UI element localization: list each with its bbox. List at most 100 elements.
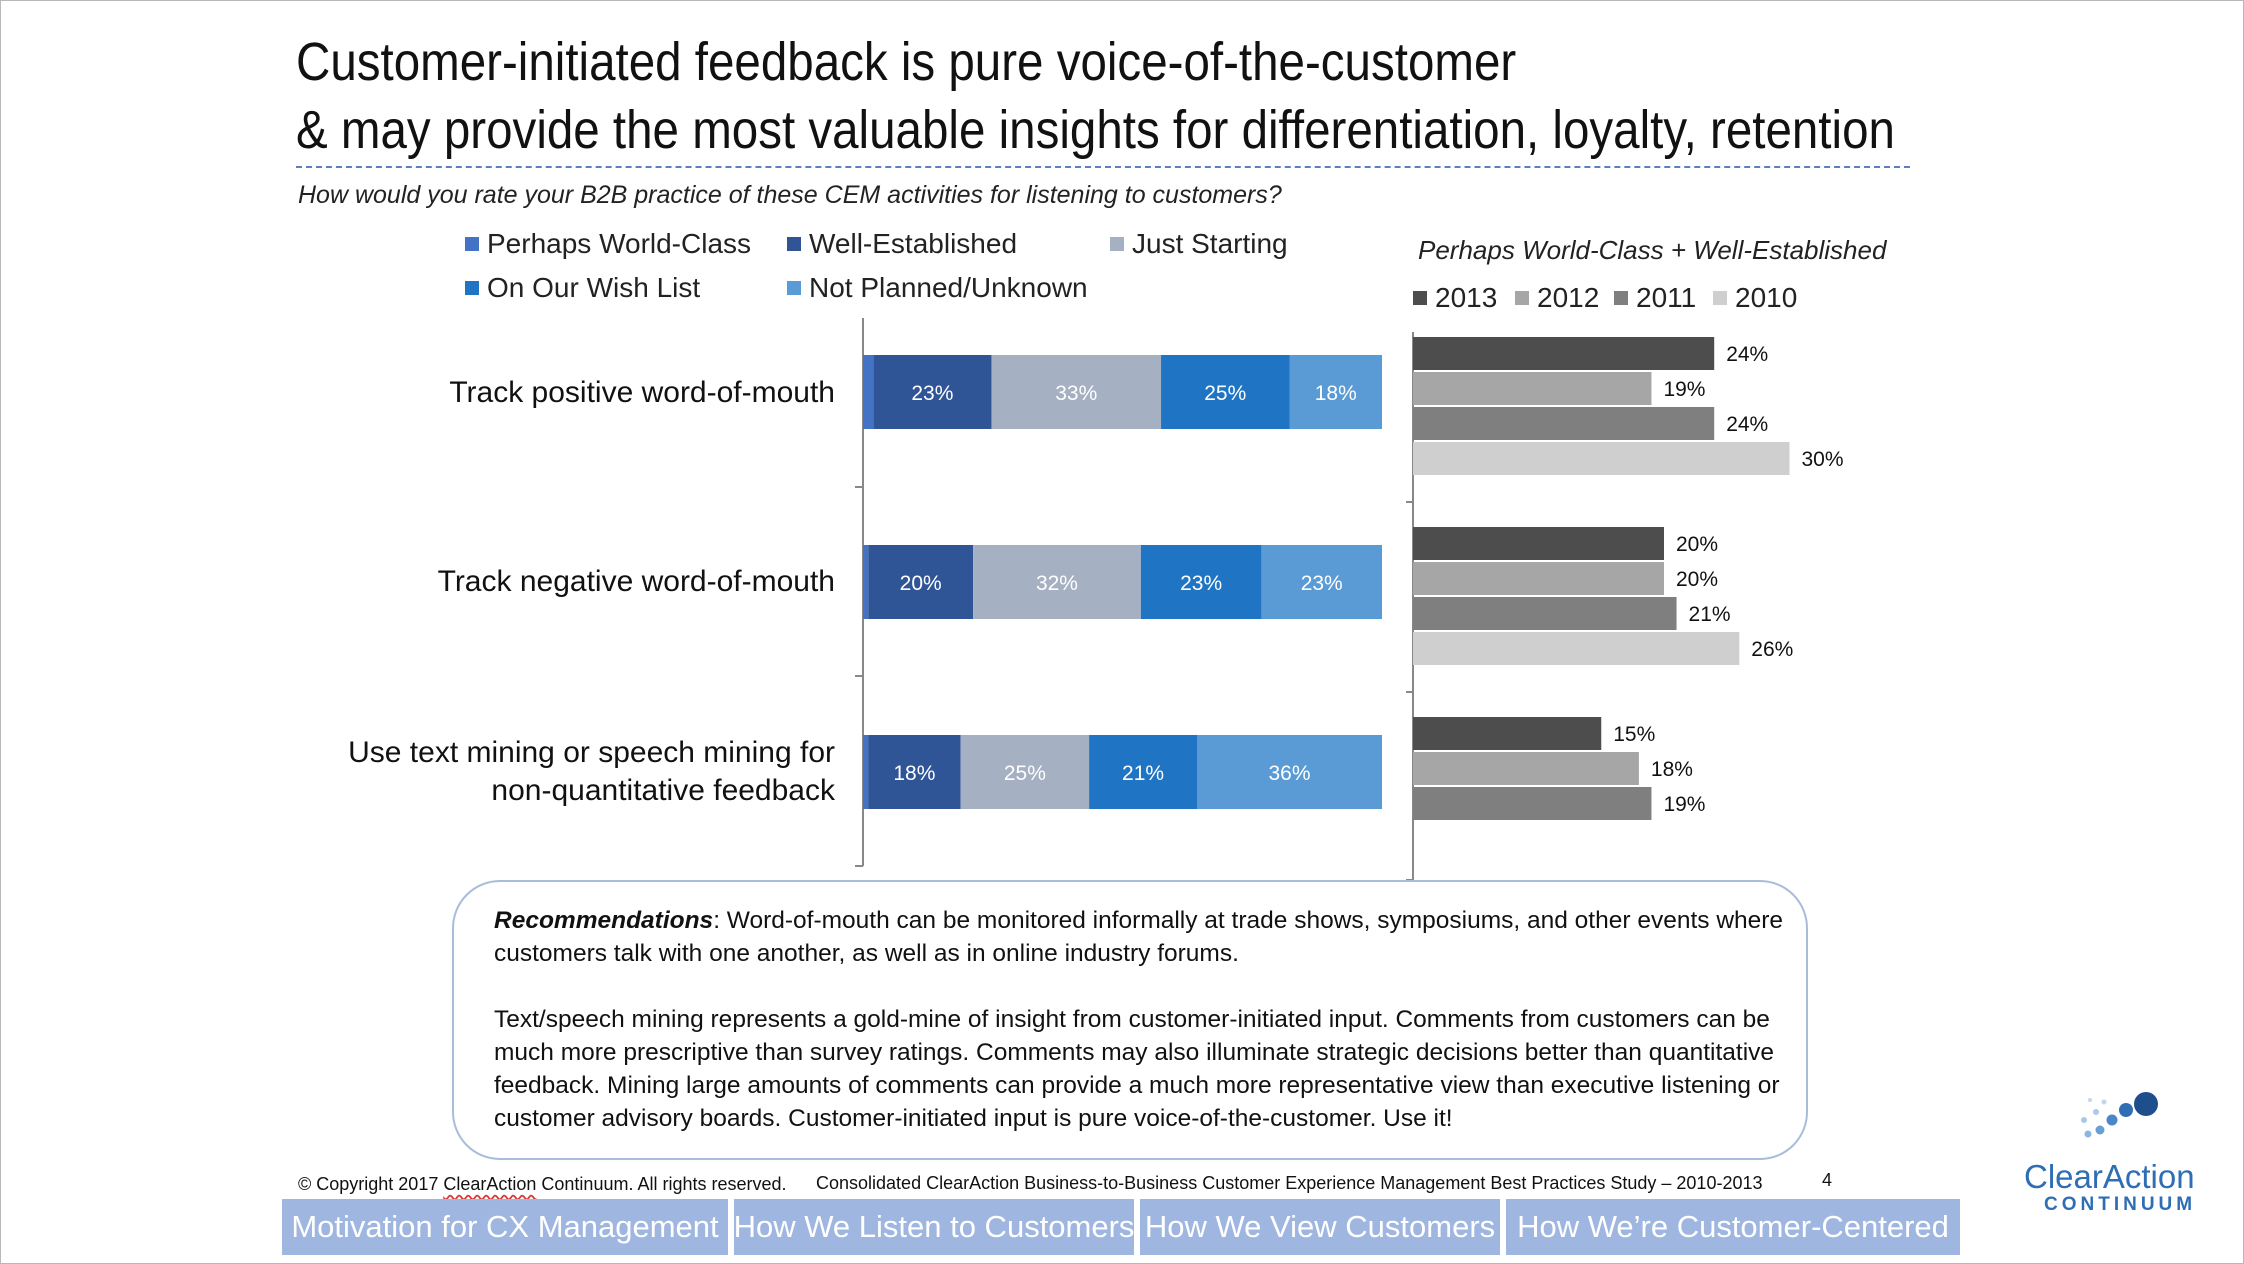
- recommendations-box: [452, 880, 1808, 1160]
- legend-item-2013: 2013: [1413, 282, 1497, 314]
- legend-label: 2010: [1735, 282, 1798, 313]
- data-label: 33%: [1055, 382, 1097, 405]
- logo-dot: [2106, 1114, 2118, 1126]
- bar-not-planned-unknown-1: [1289, 355, 1382, 429]
- tab-how-we-listen[interactable]: How We Listen to Customers: [734, 1199, 1134, 1255]
- logo-wordmark: ClearAction: [2024, 1158, 2195, 1195]
- data-label: 19%: [1663, 378, 1705, 401]
- legend-label: Not Planned/Unknown: [809, 272, 1088, 303]
- legend-item-2011: 2011: [1614, 282, 1696, 314]
- comparison-chart-title: Perhaps World-Class + Well-Established: [1418, 235, 1887, 265]
- legend-label: 2013: [1435, 282, 1498, 313]
- data-label: 36%: [1268, 762, 1310, 785]
- bar-2013-1: [1413, 337, 1715, 370]
- bar-2012-1: [1413, 372, 1652, 405]
- copyright-notice: © Copyright 2017 ClearAction Continuum. …: [298, 1174, 787, 1195]
- copyright-pre: © Copyright 2017: [298, 1174, 444, 1194]
- logo-dot: [2084, 1130, 2092, 1138]
- logo-dot: [2134, 1092, 2158, 1116]
- legend-item-just-starting: Just Starting: [1110, 228, 1288, 260]
- legend-item-well-established: Well-Established: [787, 228, 1017, 260]
- bar-not-planned-unknown-2: [1261, 545, 1382, 619]
- data-label: 23%: [1301, 572, 1343, 595]
- bar-2013-2: [1413, 527, 1664, 560]
- legend-label: 2011: [1636, 282, 1697, 313]
- legend-swatch: [1713, 291, 1727, 305]
- data-label: 20%: [900, 572, 942, 595]
- data-label: 32%: [1036, 572, 1078, 595]
- data-label: 21%: [1689, 603, 1731, 626]
- logo-dot: [2101, 1099, 2107, 1105]
- legend-swatch: [1413, 291, 1427, 305]
- bar-2011-2: [1413, 597, 1677, 630]
- legend-label: Perhaps World-Class: [487, 228, 752, 259]
- tab-customer-centered[interactable]: How We’re Customer-Centered: [1506, 1199, 1960, 1255]
- data-label: 24%: [1726, 413, 1768, 436]
- bar-2011-1: [1413, 407, 1715, 440]
- legend-swatch: [1614, 291, 1628, 305]
- tab-motivation[interactable]: Motivation for CX Management: [282, 1199, 728, 1255]
- logo-dot: [2095, 1125, 2105, 1135]
- legend-swatch: [787, 237, 801, 251]
- legend-item-not-planned: Not Planned/Unknown: [787, 272, 1088, 304]
- data-label: 30%: [1802, 448, 1844, 471]
- clearaction-logo-icon: [2081, 1092, 2158, 1138]
- legend-label: 2012: [1537, 282, 1600, 313]
- category-label-negative: Track negative word-of-mouth: [437, 565, 835, 598]
- data-label: 26%: [1751, 638, 1793, 661]
- data-label: 25%: [1204, 382, 1246, 405]
- legend-item-world-class: Perhaps World-Class: [465, 228, 751, 260]
- logo-dot: [2081, 1117, 2087, 1123]
- bar-well-established-2: [868, 545, 974, 619]
- bar-well-established-3: [868, 735, 961, 809]
- category-label-positive: Track positive word-of-mouth: [449, 376, 835, 409]
- legend-label: Just Starting: [1132, 228, 1288, 259]
- title-divider: [296, 166, 1910, 168]
- data-label: 18%: [1315, 382, 1357, 405]
- bar-2010-2: [1413, 632, 1740, 665]
- bar-2012-2: [1413, 562, 1664, 595]
- slide-title: Customer-initiated feedback is pure voic…: [296, 28, 1895, 164]
- category-label-text-mining: Use text mining or speech mining for non…: [348, 736, 835, 807]
- logo-dot: [2119, 1103, 2133, 1117]
- recommendations-body-1: : Word-of-mouth can be monitored informa…: [494, 907, 1784, 967]
- study-citation: Consolidated ClearAction Business-to-Bus…: [816, 1173, 1763, 1193]
- legend-label: On Our Wish List: [487, 272, 701, 303]
- legend-item-2012: 2012: [1515, 282, 1599, 314]
- data-label: 18%: [1651, 758, 1693, 781]
- bar-2013-3: [1413, 717, 1602, 750]
- data-label: 20%: [1676, 568, 1718, 591]
- recommendations-text: Recommendations: Word-of-mouth can be mo…: [494, 904, 1794, 1168]
- bar-perhaps-world-class-1: [863, 355, 874, 429]
- bar-just-starting-3: [960, 735, 1090, 809]
- data-label: 15%: [1613, 723, 1655, 746]
- title-line-1: Customer-initiated feedback is pure voic…: [296, 32, 1517, 92]
- legend-swatch: [1515, 291, 1529, 305]
- legend-item-wish-list: On Our Wish List: [465, 272, 700, 304]
- tab-how-we-view[interactable]: How We View Customers: [1140, 1199, 1500, 1255]
- logo-dot: [2093, 1109, 2099, 1115]
- legend-swatch: [465, 281, 479, 295]
- bar-not-planned-unknown-3: [1197, 735, 1382, 809]
- bar-well-established-1: [873, 355, 992, 429]
- recommendations-label: Recommendations: [494, 907, 714, 934]
- data-label: 20%: [1676, 533, 1718, 556]
- copyright-brand: ClearAction: [443, 1174, 537, 1194]
- bar-2012-3: [1413, 752, 1639, 785]
- legend-item-2010: 2010: [1713, 282, 1797, 314]
- recommendations-para-2: Text/speech mining represents a gold-min…: [494, 1006, 1780, 1132]
- bar-2010-1: [1413, 442, 1790, 475]
- bar-on-our-wish-list-1: [1161, 355, 1290, 429]
- bar-perhaps-world-class-3: [863, 735, 869, 809]
- survey-question: How would you rate your B2B practice of …: [298, 181, 1282, 209]
- legend-swatch: [465, 237, 479, 251]
- legend-label: Well-Established: [809, 228, 1018, 259]
- bar-on-our-wish-list-3: [1089, 735, 1198, 809]
- bar-just-starting-2: [973, 545, 1141, 619]
- title-line-2: & may provide the most valuable insights…: [296, 100, 1895, 160]
- data-label: 23%: [911, 382, 953, 405]
- data-label: 23%: [1180, 572, 1222, 595]
- data-label: 25%: [1004, 762, 1046, 785]
- logo-subtitle: CONTINUUM: [2044, 1194, 2197, 1215]
- bar-just-starting-1: [991, 355, 1162, 429]
